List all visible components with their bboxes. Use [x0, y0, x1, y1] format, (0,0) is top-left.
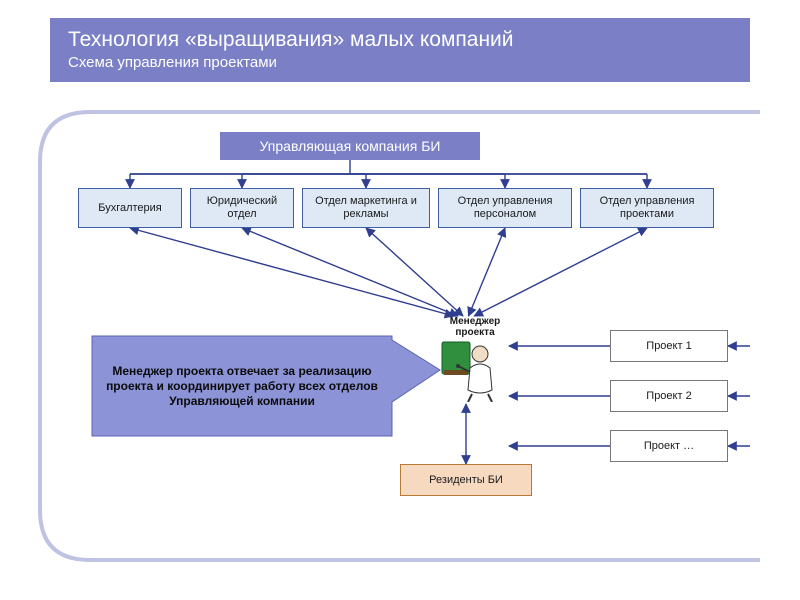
department-box: Бухгалтерия: [78, 188, 182, 228]
project-label: Проект …: [644, 440, 694, 452]
managing-company-box: Управляющая компания БИ: [220, 132, 480, 160]
slide-title: Технология «выращивания» малых компаний: [68, 28, 732, 52]
project-box: Проект 1: [610, 330, 728, 362]
project-manager-label: Менеджер проекта: [440, 316, 510, 338]
department-box: Отдел управления персоналом: [438, 188, 572, 228]
department-box: Юридический отдел: [190, 188, 294, 228]
connectors-svg: [0, 0, 800, 600]
residents-label: Резиденты БИ: [429, 474, 503, 487]
residents-box: Резиденты БИ: [400, 464, 532, 496]
project-box: Проект …: [610, 430, 728, 462]
callout-content: Менеджер проекта отвечает за реализацию …: [104, 364, 380, 409]
department-label: Отдел управления проектами: [585, 195, 709, 220]
slide-header: Технология «выращивания» малых компаний …: [50, 18, 750, 82]
project-box: Проект 2: [610, 380, 728, 412]
department-label: Отдел маркетинга и рекламы: [307, 195, 425, 220]
department-label: Отдел управления персоналом: [443, 195, 567, 220]
department-box: Отдел управления проектами: [580, 188, 714, 228]
project-label: Проект 1: [646, 340, 691, 352]
callout-text: Менеджер проекта отвечает за реализацию …: [92, 336, 392, 436]
slide-subtitle: Схема управления проектами: [68, 54, 732, 71]
project-label: Проект 2: [646, 390, 691, 402]
manager-icon: [438, 340, 503, 407]
managing-company-label: Управляющая компания БИ: [260, 138, 441, 154]
department-box: Отдел маркетинга и рекламы: [302, 188, 430, 228]
department-label: Юридический отдел: [195, 195, 289, 220]
department-label: Бухгалтерия: [98, 202, 162, 215]
